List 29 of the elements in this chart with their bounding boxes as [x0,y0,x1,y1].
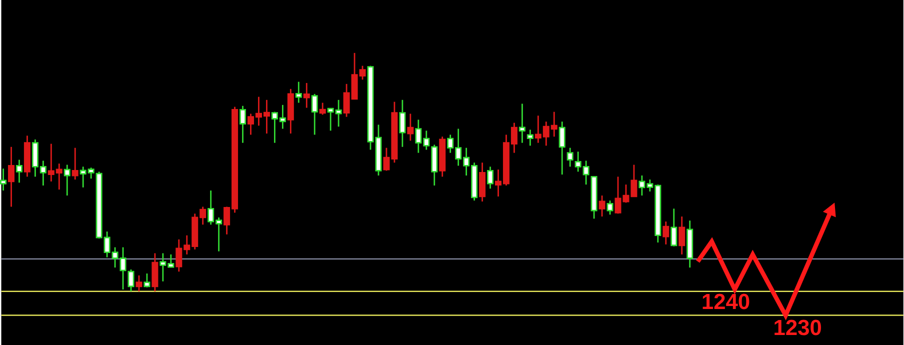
candlestick [128,268,134,292]
candlestick [670,208,678,247]
text: 1230 [774,320,821,336]
candlestick [152,252,158,292]
candlestick [407,112,414,142]
candlestick [8,146,14,208]
candlestick [136,274,142,292]
candlestick [16,158,22,184]
candlestick [64,164,70,196]
candlestick [0,168,7,192]
candlestick [518,102,526,144]
candlestick [72,147,78,180]
text: 1240 [702,294,750,310]
candlestick [303,82,310,108]
candlestick [144,272,150,288]
candlestick [311,93,318,136]
candlestick [240,105,246,144]
candlestick [566,147,574,168]
candlestick [479,162,486,202]
candlestick [678,216,686,255]
candlestick [662,220,670,245]
candlestick [399,99,406,148]
candlestick [606,200,614,216]
candlestick [558,120,566,176]
candlestick [319,102,326,116]
candlestick [487,166,494,190]
candlestick [598,194,606,218]
candlestick [526,128,534,146]
candlestick [295,80,302,104]
